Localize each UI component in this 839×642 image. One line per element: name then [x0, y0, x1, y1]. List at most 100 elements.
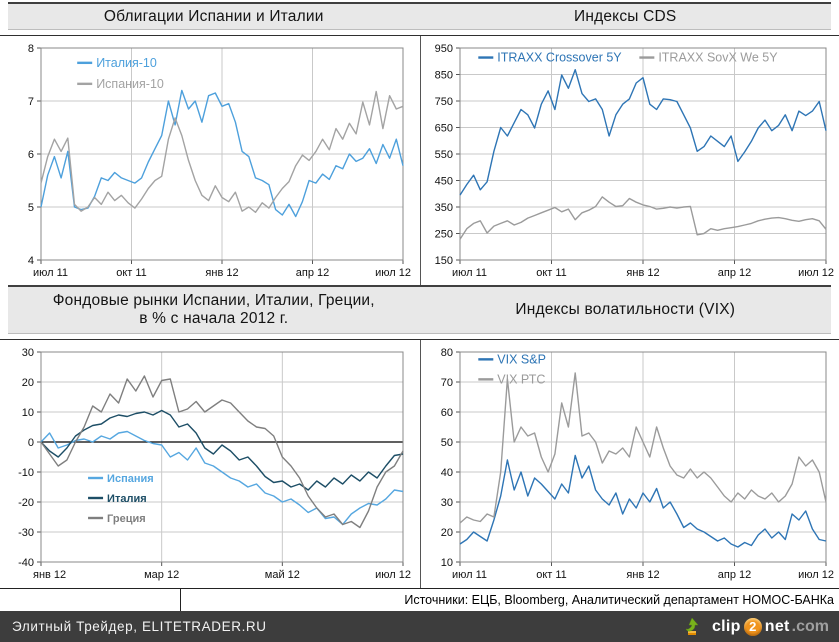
- series-line-ITRAXX SovX We 5Y: [458, 196, 827, 240]
- bonds-chart-cell: 4 5 6 7 8 июл 11 окт 11 янв 12 апр 12 июл 12 Итали…: [0, 36, 420, 285]
- x-tick-label: янв 12: [626, 569, 659, 581]
- x-tick-label: июл 11: [33, 267, 68, 279]
- logo-text-dotcom: .com: [791, 617, 829, 635]
- y-tick-label: 150: [434, 255, 452, 267]
- x-tick-label: окт 11: [116, 267, 147, 279]
- x-tick-label: июл 11: [452, 569, 487, 581]
- y-tick-label: 60: [440, 407, 452, 419]
- legend-label-Греция: Греция: [107, 513, 146, 525]
- legend-label-VIX РТС: VIX РТС: [497, 372, 545, 386]
- logo-text-net: net: [764, 617, 790, 635]
- series-line-Греция: [40, 375, 404, 529]
- x-tick-label: май 12: [265, 569, 300, 581]
- bonds-chart-canvas: 4 5 6 7 8 июл 11 окт 11 янв 12 апр 12 июл 12 Итали…: [28, 43, 411, 279]
- vix-chart-cell: 10 20 30 40 50 60 70 80 июл 11 окт 11 янв 12 апр 12…: [419, 340, 839, 588]
- x-tick-label: апр 12: [296, 267, 329, 279]
- logo-text-clip: clip: [711, 617, 741, 635]
- y-tick-label: 30: [22, 347, 34, 359]
- stocks-chart-title-line1: Фондовые рынки Испании, Италии, Греции,: [52, 292, 375, 309]
- cds-chart-canvas: 150 250 350 450 550 650 750 850 950 июл 11 окт 11 я…: [434, 43, 834, 279]
- x-tick-label: янв 12: [33, 569, 66, 581]
- x-tick-label: июл 12: [375, 267, 411, 279]
- y-tick-label: 7: [28, 96, 34, 108]
- stocks-chart-cell: -40 -30 -20 -10 0 10 20 30 янв 12 мар 12 май 12 июл…: [0, 340, 420, 588]
- vix-chart-title: Индексы волатильности (VIX): [515, 301, 736, 318]
- stocks-chart-title: Фондовые рынки Испании, Италии, Греции, …: [8, 287, 420, 333]
- clip2net-logo[interactable]: clip 2 net .com: [685, 617, 829, 637]
- x-tick-label: янв 12: [205, 267, 238, 279]
- source-row-left-cell: [0, 589, 181, 611]
- y-tick-label: 6: [28, 149, 34, 161]
- y-tick-label: 10: [22, 407, 34, 419]
- y-tick-label: 4: [28, 255, 34, 267]
- upload-arrow-icon: [685, 617, 699, 635]
- vix-chart-canvas: 10 20 30 40 50 60 70 80 июл 11 окт 11 янв 12 апр 12…: [440, 347, 834, 581]
- y-tick-label: 70: [440, 377, 452, 389]
- logo-circle-2: 2: [743, 617, 762, 636]
- x-tick-label: окт 11: [536, 569, 567, 581]
- series-line-ITRAXX Crossover 5Y: [458, 69, 827, 196]
- y-tick-label: 350: [434, 202, 452, 214]
- charts-row-1: 4 5 6 7 8 июл 11 окт 11 янв 12 апр 12 июл 12 Итали…: [0, 36, 839, 285]
- stocks-chart-title-line2: в % с начала 2012 г.: [139, 310, 289, 327]
- y-tick-label: 0: [28, 437, 34, 449]
- y-tick-label: 40: [440, 467, 452, 479]
- y-tick-label: 30: [440, 497, 452, 509]
- stocks-chart-canvas: -40 -30 -20 -10 0 10 20 30 янв 12 мар 12 май 12 июл…: [18, 347, 411, 581]
- x-tick-label: июл 12: [798, 267, 834, 279]
- x-tick-label: янв 12: [626, 267, 659, 279]
- legend-label-ITRAXX Crossover 5Y: ITRAXX Crossover 5Y: [497, 51, 622, 65]
- x-tick-label: апр 12: [717, 267, 750, 279]
- y-tick-label: 950: [434, 43, 452, 55]
- x-tick-label: июл 11: [452, 267, 487, 279]
- x-tick-label: апр 12: [717, 569, 750, 581]
- plot-border: [40, 351, 404, 563]
- titlebar-row2: Фондовые рынки Испании, Италии, Греции, …: [8, 285, 831, 334]
- x-tick-label: июл 12: [375, 569, 411, 581]
- y-tick-label: -20: [18, 497, 34, 509]
- series-line-Италия: [40, 409, 404, 491]
- series-line-VIX S&P: [459, 454, 826, 548]
- brand-bar: Элитный Трейдер, ELITETRADER.RU clip 2 n…: [0, 611, 839, 642]
- y-tick-label: 5: [28, 202, 34, 214]
- legend-label-Италия-10: Италия-10: [96, 56, 157, 70]
- y-tick-label: -40: [18, 557, 34, 569]
- y-tick-label: 450: [434, 176, 452, 188]
- y-tick-label: 8: [28, 43, 34, 55]
- y-tick-label: 20: [440, 527, 452, 539]
- x-tick-label: мар 12: [144, 569, 179, 581]
- cds-chart-cell: 150 250 350 450 550 650 750 850 950 июл 11 окт 11 я…: [419, 36, 839, 285]
- x-tick-label: июл 12: [798, 569, 834, 581]
- source-row: Источники: ЕЦБ, Bloomberg, Аналитический…: [0, 588, 839, 611]
- y-tick-label: 50: [440, 437, 452, 449]
- y-tick-label: 550: [434, 149, 452, 161]
- legend-label-VIX S&P: VIX S&P: [497, 352, 546, 366]
- titlebar-row1: Облигации Испании и Италии Индексы CDS: [8, 2, 831, 30]
- legend-label-ITRAXX SovX We 5Y: ITRAXX SovX We 5Y: [658, 51, 778, 65]
- series-line-Испания-10: [40, 90, 404, 214]
- plot-border: [459, 47, 826, 261]
- series-line-VIX РТС: [459, 372, 827, 524]
- divider-rule-bottom: [0, 339, 839, 340]
- charts-row-2: -40 -30 -20 -10 0 10 20 30 янв 12 мар 12 май 12 июл…: [0, 340, 839, 588]
- series-line-Италия-10: [40, 89, 404, 218]
- y-tick-label: 650: [434, 123, 452, 135]
- x-tick-label: окт 11: [536, 267, 567, 279]
- y-tick-label: 250: [434, 229, 452, 241]
- divider-rule-top: [0, 35, 839, 36]
- y-tick-label: -30: [18, 527, 34, 539]
- y-tick-label: -10: [18, 467, 34, 479]
- legend-label-Италия: Италия: [107, 493, 147, 505]
- plot-border: [459, 351, 826, 563]
- cds-chart-title: Индексы CDS: [574, 7, 677, 25]
- y-tick-label: 80: [440, 347, 452, 359]
- y-tick-label: 850: [434, 70, 452, 82]
- bonds-chart-title: Облигации Испании и Италии: [103, 7, 324, 25]
- legend-label-Испания-10: Испания-10: [96, 77, 164, 91]
- sources-text: Источники: ЕЦБ, Bloomberg, Аналитический…: [404, 593, 834, 607]
- y-tick-label: 20: [22, 377, 34, 389]
- y-tick-label: 750: [434, 96, 452, 108]
- brand-text: Элитный Трейдер, ELITETRADER.RU: [12, 619, 267, 634]
- legend-label-Испания: Испания: [107, 473, 154, 485]
